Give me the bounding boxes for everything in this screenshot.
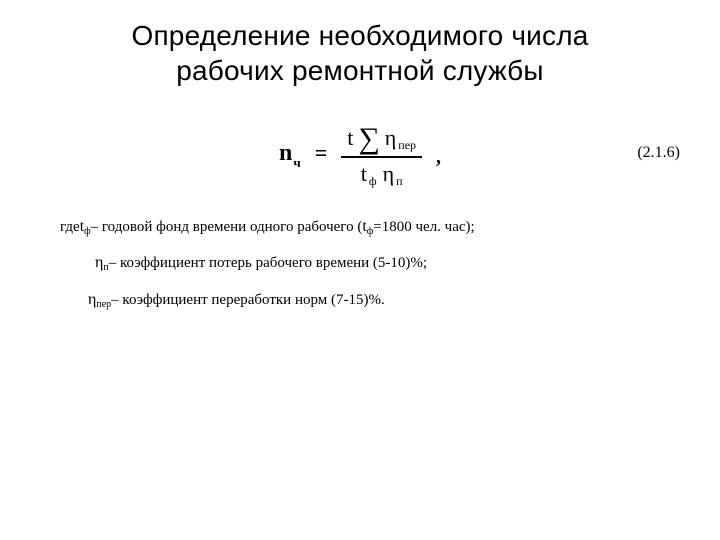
def3-sym-main: η bbox=[88, 289, 96, 311]
lhs-sub: ч bbox=[293, 155, 300, 171]
formula-comma: , bbox=[436, 146, 441, 169]
definition-1: где t ф – годовой фонд времени одного ра… bbox=[40, 216, 680, 238]
fraction-denominator: t ф η п bbox=[355, 160, 409, 188]
def3-symbol: η пер bbox=[88, 289, 111, 311]
def2-text-a: – коэффициент потерь рабочего времени (5… bbox=[109, 253, 427, 274]
def1-text-b: =1800 чел. час); bbox=[373, 217, 474, 238]
def1-symbol: t ф bbox=[80, 216, 91, 238]
num-eta-sub: пер bbox=[398, 138, 416, 153]
fraction-bar bbox=[341, 156, 422, 158]
def1-sym2-sub: ф bbox=[367, 225, 373, 239]
title-line-2: рабочих ремонтной службы bbox=[176, 55, 544, 86]
formula: n ч = t ∑ η пер t ф η п , bbox=[279, 118, 441, 188]
fraction-numerator: t ∑ η пер bbox=[341, 118, 422, 154]
def3-sym-sub: пер bbox=[96, 298, 111, 312]
definitions: где t ф – годовой фонд времени одного ра… bbox=[40, 216, 680, 311]
num-t: t bbox=[347, 125, 353, 151]
equals-sign: = bbox=[315, 140, 328, 166]
page-title: Определение необходимого числа рабочих р… bbox=[40, 18, 680, 88]
den-t-sub: ф bbox=[369, 174, 377, 189]
den-eta-sub: п bbox=[396, 174, 402, 189]
den-eta: η bbox=[383, 161, 395, 187]
def1-text-a: – годовой фонд времени одного рабочего ( bbox=[91, 217, 363, 238]
def3-text-a: – коэффициент переработки норм (7-15)%. bbox=[111, 290, 385, 311]
def1-sym-sub: ф bbox=[84, 225, 90, 239]
den-t: t bbox=[361, 161, 367, 187]
definition-3: η пер – коэффициент переработки норм (7-… bbox=[40, 289, 680, 311]
def2-symbol: η п bbox=[95, 252, 109, 274]
sigma: ∑ bbox=[358, 122, 379, 156]
slide-page: Определение необходимого числа рабочих р… bbox=[0, 0, 720, 540]
formula-row: n ч = t ∑ η пер t ф η п , bbox=[40, 118, 680, 188]
formula-lhs: n ч bbox=[279, 140, 301, 167]
def1-symbol-2: t ф bbox=[362, 216, 373, 238]
num-eta: η bbox=[385, 125, 397, 151]
equation-number: (2.1.6) bbox=[580, 144, 680, 162]
def2-sym-sub: п bbox=[103, 261, 108, 275]
title-line-1: Определение необходимого числа bbox=[131, 20, 588, 51]
where-label: где bbox=[60, 217, 80, 238]
definition-2: η п – коэффициент потерь рабочего времен… bbox=[40, 252, 680, 274]
def2-sym-main: η bbox=[95, 252, 103, 274]
lhs-n: n bbox=[279, 140, 292, 167]
fraction: t ∑ η пер t ф η п bbox=[341, 118, 422, 188]
